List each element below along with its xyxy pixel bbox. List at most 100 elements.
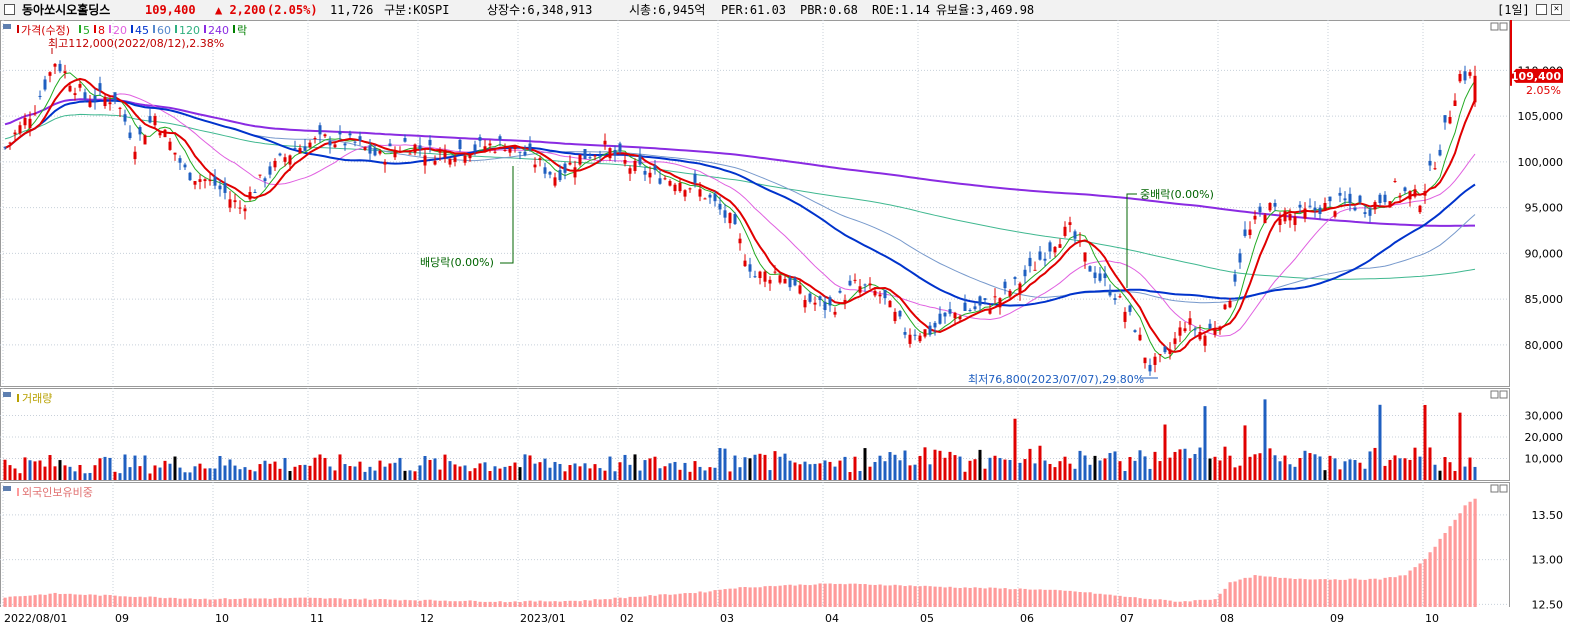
x-month-label: 2022/08/01 (4, 612, 67, 625)
volume-bar (293, 466, 297, 480)
volume-bar (518, 467, 522, 480)
volume-bar (883, 461, 887, 480)
volume-bar (1368, 451, 1372, 480)
volume-bar (18, 473, 22, 480)
volume-bar (1373, 447, 1377, 480)
foreign-bar (823, 583, 827, 607)
volume-bar (1228, 455, 1232, 480)
volume-bar (743, 457, 747, 480)
foreign-bar (1053, 589, 1057, 607)
volume-bar (103, 456, 107, 480)
candle-body (353, 141, 357, 143)
candle-body (383, 161, 387, 165)
period-selector[interactable]: [1일] (1497, 3, 1530, 17)
candle-body (543, 167, 547, 174)
volume-bar (638, 470, 642, 480)
candle-body (263, 178, 267, 182)
volume-bar (1323, 470, 1327, 480)
volume-bar (578, 466, 582, 480)
volume-bar (1168, 457, 1172, 480)
candle-body (573, 167, 577, 178)
foreign-bar (1453, 519, 1457, 607)
close-icon[interactable]: ✕ (1551, 4, 1562, 15)
candle-body (1108, 290, 1112, 296)
foreign-bar (688, 592, 692, 607)
foreign-bar (518, 602, 522, 607)
candle-body (528, 143, 532, 150)
candle-body (1228, 300, 1232, 308)
candle-body (253, 192, 257, 194)
foreign-bar (328, 598, 332, 607)
volume-bar (123, 454, 127, 480)
legend-label: 45 (135, 24, 149, 37)
foreign-bar (1213, 599, 1217, 607)
volume-bar (378, 460, 382, 480)
candle-body (188, 172, 192, 181)
foreign-bar (1393, 577, 1397, 607)
foreign-bar (1443, 532, 1447, 607)
candle-body (43, 79, 47, 90)
volume-legend-swatch (17, 394, 19, 402)
candle-body (828, 297, 832, 306)
foreign-bar (748, 587, 752, 607)
candle-body (758, 271, 762, 279)
candle-body (1203, 335, 1207, 346)
candle-body (1033, 269, 1037, 271)
foreign-bar (268, 598, 272, 607)
candle-body (1273, 203, 1277, 207)
volume-bar (1458, 412, 1462, 480)
foreign-bar (903, 586, 907, 607)
volume-bar (118, 473, 122, 480)
foreign-bar (708, 591, 712, 607)
candle-body (133, 151, 137, 160)
candle-body (938, 313, 942, 324)
volume-bar (523, 454, 527, 480)
foreign-bar (723, 589, 727, 607)
candle-body (1313, 207, 1317, 211)
foreign-bar (358, 599, 362, 607)
candle-body (733, 213, 737, 225)
candle-body (153, 116, 157, 126)
volume-bar (938, 450, 942, 480)
candle-body (1338, 192, 1342, 196)
foreign-bar (843, 584, 847, 607)
volume-bar (1298, 458, 1302, 480)
checkbox-icon[interactable] (4, 4, 15, 15)
foreign-bar (1143, 598, 1147, 607)
maximize-icon[interactable] (1536, 4, 1547, 15)
candle-body (1083, 252, 1087, 262)
candle-body (1373, 202, 1377, 210)
candle-body (713, 193, 717, 202)
foreign-tick-label: 13.00 (1532, 554, 1564, 567)
candle-body (708, 194, 712, 198)
foreign-bar (1408, 570, 1412, 607)
volume-bar (1163, 424, 1167, 480)
foreign-bar (868, 584, 872, 607)
volume-bar (1453, 470, 1457, 480)
volume-bar (1223, 446, 1227, 480)
candle-body (468, 154, 472, 159)
foreign-bar (1418, 563, 1422, 607)
volume-bar (658, 468, 662, 480)
volume-bar (1213, 456, 1217, 480)
volume-bar (643, 460, 647, 480)
candle-body (1123, 311, 1127, 322)
volume-bar (1108, 453, 1112, 480)
foreign-bar (1168, 600, 1172, 607)
volume-bar (973, 459, 977, 480)
dividend-annotation: 배당락(0.00%) (420, 256, 494, 269)
high-annotation: 최고112,000(2022/08/12),2.38% (48, 37, 224, 50)
foreign-bar (1103, 594, 1107, 607)
volume-bar (383, 466, 387, 480)
foreign-bar (463, 600, 467, 607)
foreign-bar (113, 595, 117, 607)
stock-dividend-annotation: 중배락(0.00%) (1140, 188, 1214, 201)
candle-body (913, 334, 917, 336)
volume-bar (538, 462, 542, 480)
volume-bar (833, 466, 837, 480)
volume-bar (153, 465, 157, 480)
volume-bar (368, 466, 372, 480)
foreign-bar (778, 585, 782, 607)
volume-bar (1143, 456, 1147, 480)
